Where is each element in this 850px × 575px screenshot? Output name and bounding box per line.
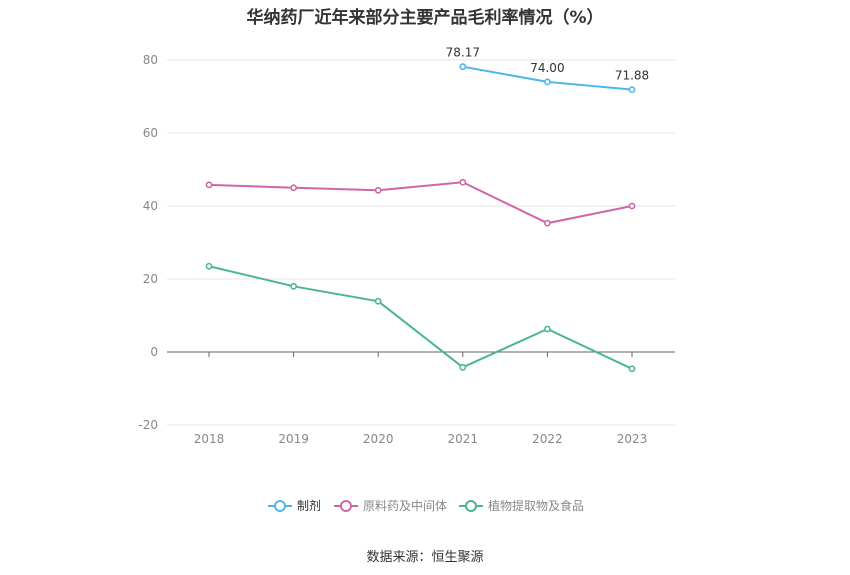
x-axis-tick-labels: 2018 2019 2020 2021 2022 2023 [194, 432, 648, 446]
data-point [544, 78, 551, 86]
grid-lines [167, 59, 675, 426]
series-lines [205, 63, 636, 373]
data-point [290, 184, 297, 192]
legend-label: 原料药及中间体 [363, 498, 447, 513]
y-tick-label: -20 [138, 418, 158, 432]
data-label: 74.00 [530, 61, 564, 75]
x-tick-label: 2018 [194, 432, 225, 446]
x-tick-label: 2023 [617, 432, 648, 446]
y-tick-label: 80 [143, 53, 158, 67]
x-tick-label: 2019 [278, 432, 309, 446]
legend-label: 植物提取物及食品 [488, 498, 584, 513]
y-axis-tick-labels: -20 0 20 40 60 80 [138, 53, 158, 432]
data-point [290, 282, 297, 290]
data-point [544, 219, 551, 227]
chart-title: 华纳药厂近年来部分主要产品毛利率情况（%） [246, 8, 604, 28]
y-tick-label: 60 [143, 126, 158, 140]
series-line [208, 181, 633, 225]
data-point [459, 363, 467, 371]
x-tick-label: 2021 [448, 432, 479, 446]
data-point [205, 262, 213, 270]
legend-marker [340, 500, 352, 512]
source-note: 数据来源：恒生聚源 [366, 550, 484, 565]
series-line [208, 265, 633, 370]
legend: 制剂 原料药及中间体 植物提取物及食品 [268, 498, 584, 513]
data-point [628, 365, 636, 373]
data-point [374, 297, 382, 305]
data-label: 78.17 [446, 46, 480, 60]
x-tick-label: 2022 [532, 432, 563, 446]
x-axis [167, 351, 675, 357]
legend-marker [465, 500, 477, 512]
data-label: 71.88 [615, 69, 649, 83]
data-point [628, 86, 636, 94]
y-tick-label: 20 [143, 272, 158, 286]
data-point [459, 63, 467, 71]
legend-marker [274, 500, 286, 512]
y-tick-label: 0 [150, 345, 158, 359]
data-point [205, 181, 213, 189]
y-tick-label: 40 [143, 199, 158, 213]
data-point [544, 325, 551, 333]
data-point [628, 202, 636, 210]
legend-label: 制剂 [297, 498, 321, 513]
data-point [374, 186, 382, 194]
data-point [459, 178, 467, 186]
data-labels: 78.17 74.00 71.88 [446, 46, 650, 83]
x-tick-label: 2020 [363, 432, 394, 446]
